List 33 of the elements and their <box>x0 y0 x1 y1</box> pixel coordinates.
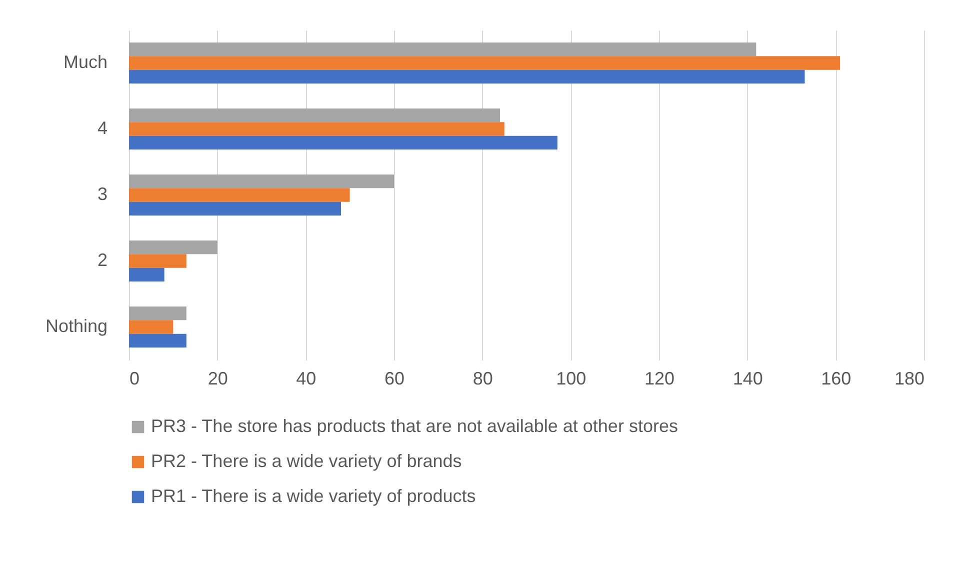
bar <box>129 202 341 216</box>
bar <box>129 334 186 348</box>
bar <box>129 70 805 84</box>
y-tick-label: 2 <box>97 250 108 270</box>
bar <box>129 42 756 56</box>
bar <box>129 56 840 70</box>
bar <box>129 306 186 320</box>
x-tick-label: 20 <box>208 368 228 388</box>
legend-label: PR3 - The store has products that are not available at other stores <box>151 416 678 436</box>
y-tick-label: Much <box>63 52 108 72</box>
y-tick-label: 4 <box>97 118 108 138</box>
y-tick-label: Nothing <box>45 316 108 336</box>
bar <box>129 268 164 282</box>
x-tick-label: 180 <box>894 368 924 388</box>
bar <box>129 122 504 136</box>
x-tick-label: 0 <box>130 368 140 388</box>
bar <box>129 188 350 202</box>
legend-label: PR1 - There is a wide variety of products <box>151 486 476 506</box>
bar <box>129 254 186 268</box>
bar <box>129 320 174 334</box>
x-tick-label: 100 <box>556 368 586 388</box>
legend-label: PR2 - There is a wide variety of brands <box>151 451 462 471</box>
x-tick-label: 40 <box>296 368 316 388</box>
x-tick-label: 140 <box>732 368 763 388</box>
bar <box>129 108 500 122</box>
x-tick-label: 120 <box>644 368 675 388</box>
x-tick-label: 160 <box>821 368 852 388</box>
x-tick-label: 80 <box>472 368 493 388</box>
y-tick-label: 3 <box>97 184 108 204</box>
bar <box>129 136 558 150</box>
bar <box>129 240 218 254</box>
x-tick-label: 60 <box>384 368 405 388</box>
bar <box>129 174 394 188</box>
